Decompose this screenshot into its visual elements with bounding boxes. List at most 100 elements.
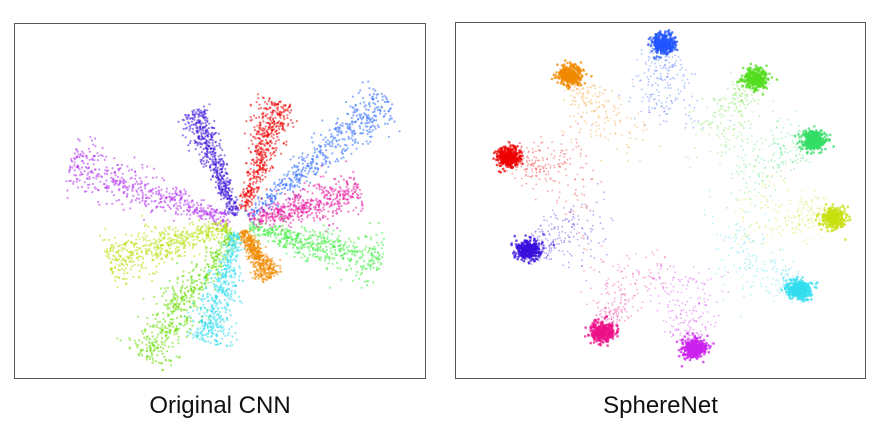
scatter-point: [219, 179, 222, 182]
scatter-point: [220, 306, 223, 309]
scatter-point: [195, 238, 198, 241]
scatter-point: [256, 190, 259, 193]
scatter-point: [86, 173, 89, 176]
scatter-point: [277, 188, 280, 191]
scatter-point: [90, 139, 94, 142]
scatter-point: [166, 251, 169, 254]
scatter-point: [131, 199, 134, 202]
scatter-point: [204, 321, 207, 324]
scatter-point: [285, 174, 288, 177]
scatter-point: [350, 189, 353, 192]
scatter-point: [339, 229, 342, 232]
scatter-point: [185, 237, 188, 240]
scatter-point: [154, 317, 157, 320]
scatter-point: [269, 219, 272, 222]
scatter-point: [209, 309, 212, 312]
scatter-point: [273, 183, 276, 186]
scatter-point: [353, 109, 356, 112]
scatter-point: [350, 267, 353, 270]
scatter-point: [336, 237, 339, 240]
scatter-point: [366, 116, 369, 119]
scatter-point: [209, 147, 213, 151]
scatter-point: [230, 253, 233, 256]
scatter-point: [311, 141, 314, 144]
scatter-point: [350, 116, 353, 119]
scatter-point: [296, 234, 299, 237]
scatter-point: [372, 88, 375, 91]
scatter-point: [254, 206, 257, 209]
scatter-point: [198, 210, 201, 213]
scatter-point: [345, 252, 348, 255]
scatter-point: [137, 193, 140, 196]
scatter-point: [368, 260, 371, 263]
scatter-point: [137, 234, 140, 238]
scatter-point: [151, 279, 154, 283]
scatter-point: [187, 233, 190, 236]
scatter-point: [157, 346, 160, 349]
scatter-point: [212, 150, 215, 153]
scatter-point: [215, 325, 218, 329]
scatter-point: [212, 322, 215, 325]
scatter-point: [153, 253, 156, 256]
scatter-point: [327, 165, 330, 168]
scatter-point: [211, 264, 214, 268]
scatter-point: [150, 252, 153, 255]
scatter-point: [363, 260, 366, 263]
scatter-point: [309, 204, 312, 207]
scatter-point: [150, 200, 153, 203]
scatter-point: [94, 137, 97, 140]
scatter-point: [281, 219, 284, 223]
scatter-point: [259, 128, 262, 131]
scatter-point: [329, 250, 332, 253]
scatter-point: [339, 132, 343, 135]
scatter-point: [212, 273, 215, 276]
scatter-point: [284, 192, 287, 196]
scatter-point: [316, 255, 319, 258]
scatter-point: [219, 163, 222, 166]
scatter-point: [196, 144, 199, 147]
scatter-point: [204, 259, 207, 262]
scatter-point: [145, 338, 148, 341]
scatter-point: [195, 243, 198, 246]
scatter-point: [208, 214, 211, 217]
scatter-point: [68, 171, 71, 174]
scatter-point: [234, 332, 237, 335]
scatter-point: [185, 296, 188, 299]
scatter-point: [235, 237, 238, 240]
scatter-point: [357, 194, 360, 197]
scatter-point: [183, 298, 186, 301]
scatter-point: [206, 299, 210, 303]
scatter-point: [151, 362, 154, 365]
scatter-point: [217, 132, 220, 135]
scatter-point: [210, 254, 213, 257]
scatter-point: [200, 306, 203, 309]
scatter-point: [332, 244, 335, 247]
scatter-point: [183, 226, 186, 230]
scatter-point: [188, 271, 191, 274]
scatter-point: [164, 325, 167, 328]
scatter-point: [249, 133, 252, 136]
scatter-point: [327, 240, 330, 243]
scatter-point: [284, 237, 288, 240]
scatter-point: [206, 212, 209, 215]
scatter-point: [139, 352, 142, 355]
scatter-point: [225, 234, 228, 237]
scatter-point: [206, 109, 209, 112]
scatter-point: [195, 126, 198, 129]
scatter-point: [222, 325, 225, 328]
scatter-point: [371, 124, 374, 127]
scatter-point: [318, 217, 321, 220]
scatter-point: [162, 317, 165, 321]
scatter-point: [168, 228, 171, 231]
scatter-point: [252, 181, 255, 184]
scatter-point: [141, 330, 144, 333]
scatter-point: [269, 111, 272, 114]
scatter-point: [281, 124, 284, 127]
scatter-point: [211, 155, 214, 158]
scatter-point: [250, 118, 253, 121]
scatter-point: [221, 272, 224, 276]
scatter-point: [262, 281, 265, 284]
scatter-point: [362, 96, 365, 100]
scatter-point: [268, 212, 271, 215]
scatter-point: [385, 96, 388, 99]
